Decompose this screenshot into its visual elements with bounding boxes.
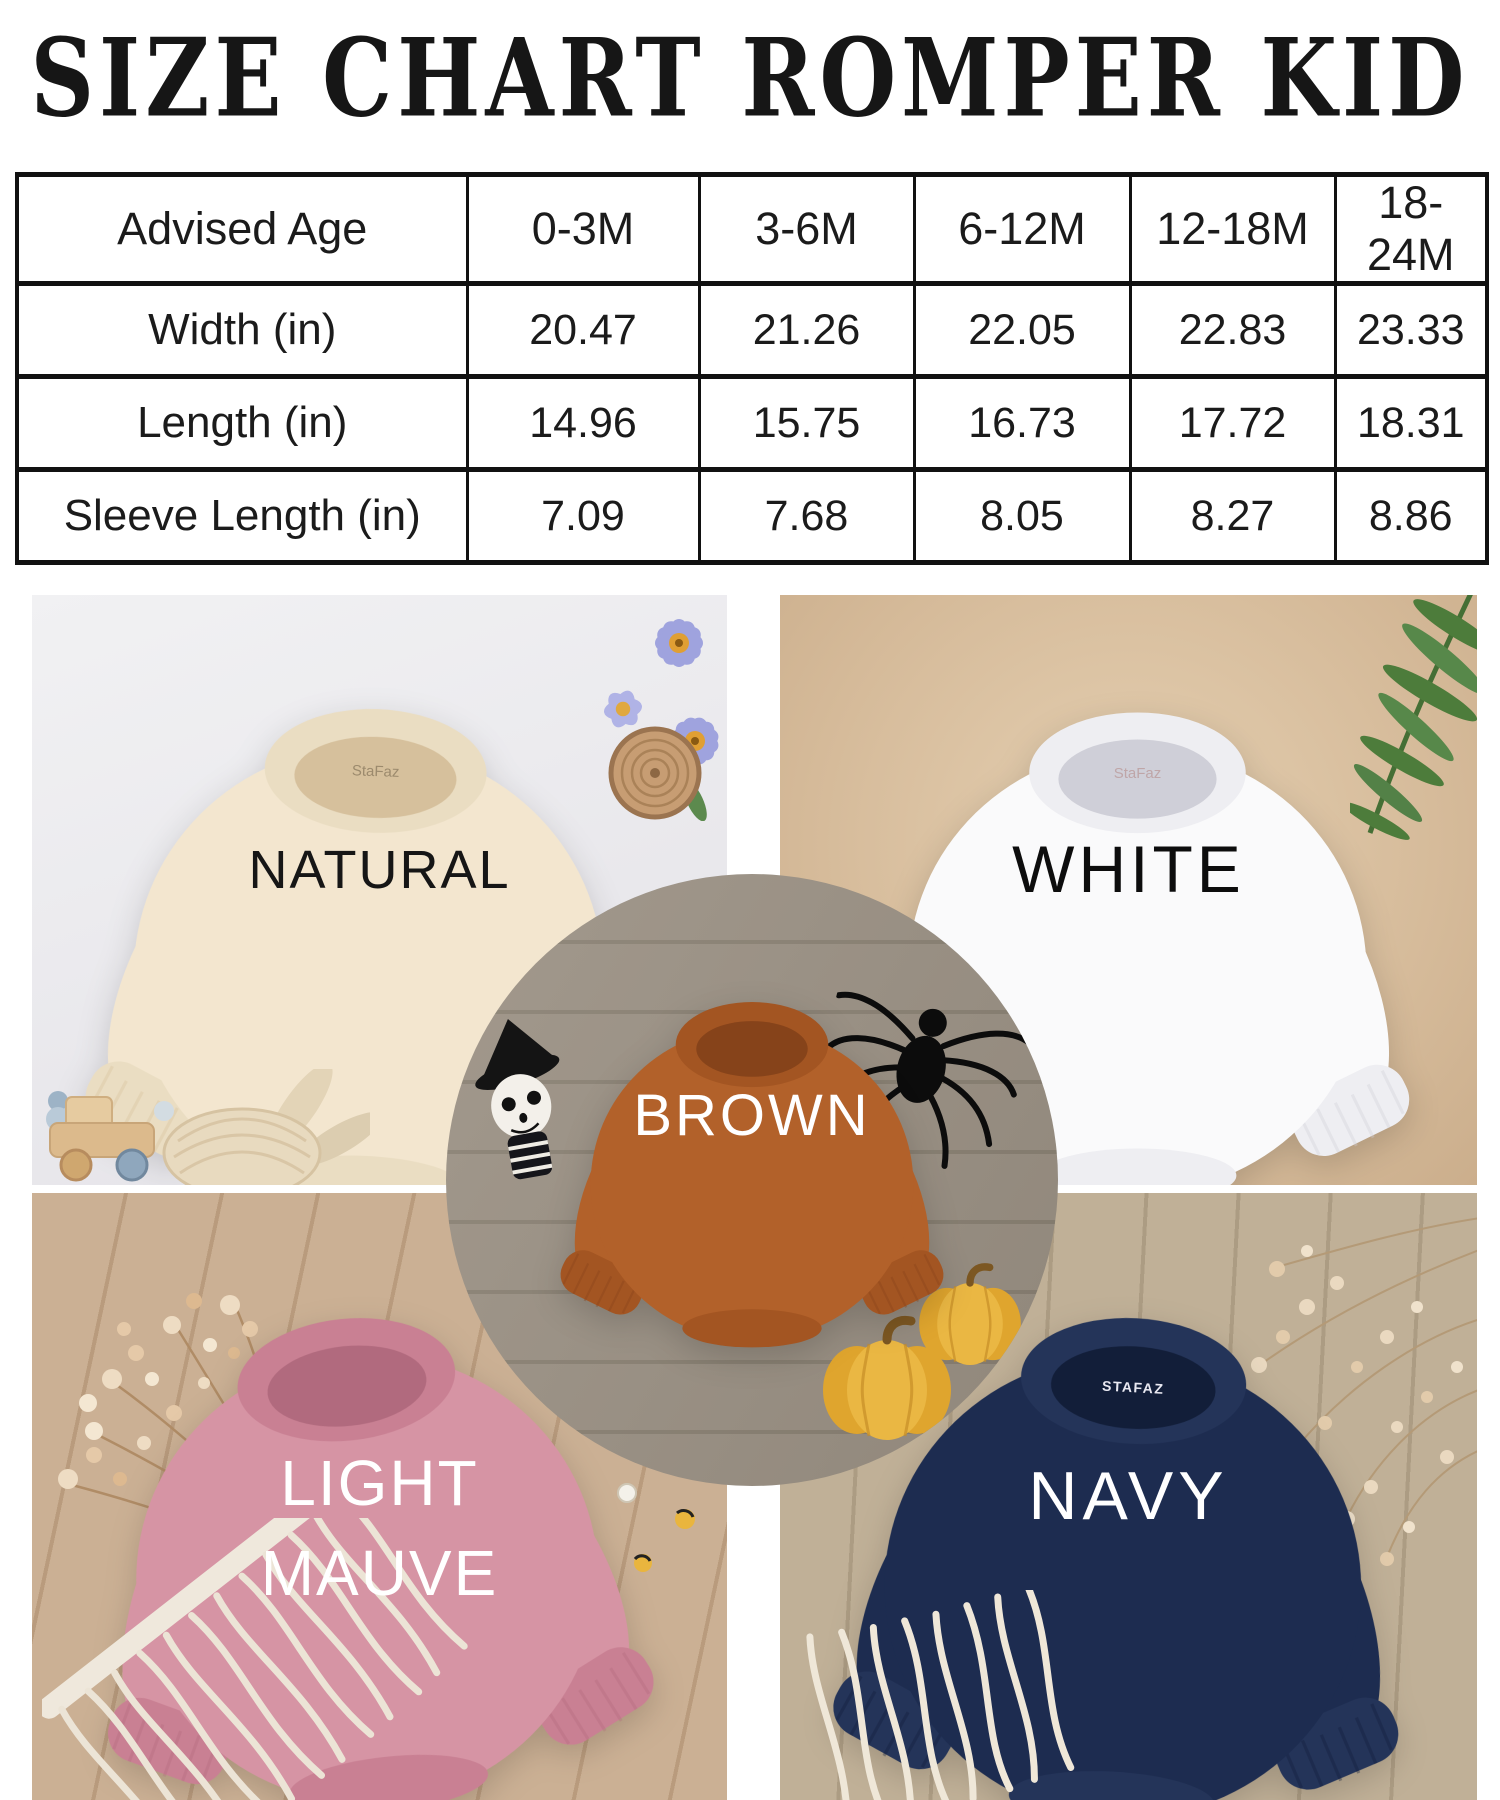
size-value: 23.33	[1333, 281, 1489, 379]
column-header: 12-18M	[1128, 172, 1337, 286]
romper-brown	[532, 958, 972, 1354]
collar-brand-tag: StaFaz	[1113, 765, 1162, 783]
skeleton-doll-decoration	[475, 1019, 560, 1180]
collar-brand-tag: StaFaz	[351, 762, 400, 782]
table-row: Sleeve Length (in) 7.09 7.68 8.05 8.27 8…	[15, 467, 1489, 565]
table-header-row: Advised Age 0-3M 3-6M 6-12M 12-18M 18-24…	[15, 172, 1489, 286]
size-chart-table: Advised Age 0-3M 3-6M 6-12M 12-18M 18-24…	[15, 172, 1489, 565]
column-header: Advised Age	[15, 172, 469, 286]
size-value: 22.83	[1128, 281, 1337, 379]
colorway-label-navy: NAVY	[1028, 1458, 1229, 1534]
wood-slice-decoration	[608, 726, 702, 820]
column-header: 18-24M	[1333, 172, 1489, 286]
size-value: 21.26	[697, 281, 916, 379]
size-value: 15.75	[697, 374, 916, 472]
size-value: 7.68	[697, 467, 916, 565]
size-value: 14.96	[465, 374, 701, 472]
babys-breath-decoration	[1230, 1217, 1477, 1566]
colorway-label-brown: BROWN	[633, 1083, 871, 1148]
row-label: Length (in)	[15, 374, 469, 472]
colorway-label-light-mauve: LIGHT MAUVE	[260, 1447, 499, 1609]
colorway-label-white: WHITE	[1012, 832, 1245, 906]
size-value: 20.47	[465, 281, 701, 379]
size-value: 7.09	[465, 467, 701, 565]
size-value: 22.05	[912, 281, 1132, 379]
size-value: 8.86	[1333, 467, 1489, 565]
fringe-decoration	[42, 1518, 468, 1800]
photo-white-colorway: StaFaz WHITE	[780, 595, 1477, 1185]
column-header: 6-12M	[912, 172, 1132, 286]
toy-car-decoration	[46, 1091, 174, 1182]
table-row: Width (in) 20.47 21.26 22.05 22.83 23.33	[15, 281, 1489, 379]
palm-leaf-decoration	[1350, 595, 1477, 840]
size-value: 8.05	[912, 467, 1132, 565]
romper-white: StaFaz	[825, 650, 1450, 1185]
column-header: 0-3M	[465, 172, 701, 286]
row-label: Width (in)	[15, 281, 469, 379]
colorway-label-natural: NATURAL	[248, 840, 511, 900]
column-header: 3-6M	[697, 172, 916, 286]
size-value: 16.73	[912, 374, 1132, 472]
collar-brand-tag: STAFAZ	[1101, 1377, 1165, 1397]
photo-light-mauve-colorway: LIGHT MAUVE	[32, 1193, 727, 1800]
size-value: 17.72	[1128, 374, 1337, 472]
photo-brown-colorway: BROWN	[446, 874, 1058, 1486]
size-value: 8.27	[1128, 467, 1337, 565]
photo-natural-colorway: StaFaz	[32, 595, 727, 1185]
size-value: 18.31	[1333, 374, 1489, 472]
page-title: SIZE CHART ROMPER KID	[30, 14, 1470, 141]
pumpkin-decoration	[823, 1263, 1021, 1440]
table-row: Length (in) 14.96 15.75 16.73 17.72 18.3…	[15, 374, 1489, 472]
fringe-decoration	[806, 1590, 1075, 1800]
row-label: Sleeve Length (in)	[15, 467, 469, 565]
knit-hat-decoration	[162, 1069, 370, 1185]
